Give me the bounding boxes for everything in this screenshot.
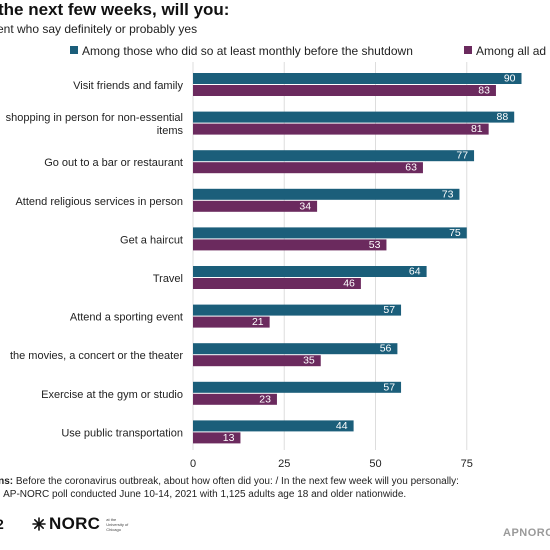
legend-label-series-2: Among all ad [476,44,547,58]
bar-series-1 [193,73,522,84]
bar-series-2 [193,85,496,96]
data-label-series-2: 46 [343,278,355,290]
category-label: items [157,125,184,137]
x-tick-label: 25 [278,458,290,470]
data-label-series-2: 35 [303,355,315,367]
bar-series-1 [193,150,475,162]
category-label: the movies, a concert or the theater [10,350,183,362]
category-label: Travel [153,273,183,285]
legend-swatch-series-2 [464,46,472,54]
category-label: Attend religious services in person [15,196,183,208]
data-label-series-1: 57 [383,304,395,316]
category-label: Attend a sporting event [70,312,183,324]
data-label-series-2: 81 [471,123,483,135]
bar-series-1 [193,304,402,316]
data-label-series-1: 57 [383,381,395,393]
data-label-series-2: 13 [223,432,235,444]
norc-logo-text: NORC [49,514,101,533]
bar-series-2 [193,355,321,367]
data-label-series-1: 56 [380,343,392,355]
footnote-source-label: e: [0,489,1,500]
category-label: Visit friends and family [73,80,183,92]
bar-series-1 [193,381,402,393]
norc-logo-subtext: at the University of Chicago [106,516,129,532]
logo-partial: 2 [0,516,4,532]
bar-series-1 [193,266,427,277]
chart-subtitle: ent who say definitely or probably yes [0,22,198,36]
legend-item-series-1: Among those who did so at least monthly … [70,44,413,58]
data-label-series-1: 73 [442,188,454,200]
data-label-series-1: 77 [456,150,468,162]
bar-series-1 [193,227,467,239]
footnote-source-text: AP-NORC poll conducted June 10-14, 2021 … [3,489,407,500]
x-tick-label: 0 [190,458,196,470]
data-label-series-2: 21 [252,316,264,328]
category-label: Use public transportation [61,427,183,439]
category-label: Go out to a bar or restaurant [44,157,183,169]
footnote-questions-label: ons: [0,476,14,487]
legend-swatch-series-1 [70,46,78,54]
data-label-series-2: 23 [259,393,271,405]
data-label-series-1: 88 [497,111,509,123]
category-label: shopping in person for non-essential [6,112,183,124]
bar-series-2 [193,162,423,174]
legend-label-series-1: Among those who did so at least monthly … [82,44,413,58]
footnote-questions-text: Before the coronavirus outbreak, about h… [15,476,459,487]
category-label: Exercise at the gym or studio [41,389,183,401]
bar-series-2 [193,393,277,405]
data-label-series-2: 34 [299,200,311,212]
category-label: Get a haircut [120,234,183,246]
footnote-source: e: AP-NORC poll conducted June 10-14, 20… [0,489,406,500]
bar-series-2 [193,316,270,328]
footnote-questions: ons: Before the coronavirus outbreak, ab… [0,476,459,487]
data-label-series-1: 90 [504,73,516,85]
bar-chart: 0 25 50 75 Visit friends and family 90 83 shopp… [6,62,522,470]
data-label-series-1: 64 [409,266,421,278]
bar-series-1 [193,188,460,200]
bar-series-2 [193,200,318,212]
data-label-series-1: 75 [449,227,461,239]
legend-item-series-2: Among all ad [464,44,546,58]
bar-series-2 [193,239,387,251]
data-label-series-2: 63 [405,162,417,174]
data-label-series-1: 44 [336,420,348,432]
x-tick-label: 75 [461,458,473,470]
data-label-series-2: 53 [369,239,381,251]
norc-logo: NORC at the University of Chicago [32,514,134,534]
bar-series-1 [193,420,354,432]
bar-series-2 [193,432,241,444]
bar-series-1 [193,343,398,355]
norc-star-icon [32,517,46,531]
apnorc-logo: APNORC [503,527,550,539]
x-tick-label: 50 [369,458,381,470]
bar-series-1 [193,111,515,123]
legend: Among those who did so at least monthly … [0,44,550,60]
chart-title: the next few weeks, will you: [0,0,230,19]
data-label-series-2: 83 [478,85,490,97]
bar-series-2 [193,123,489,135]
bar-series-2 [193,278,361,289]
